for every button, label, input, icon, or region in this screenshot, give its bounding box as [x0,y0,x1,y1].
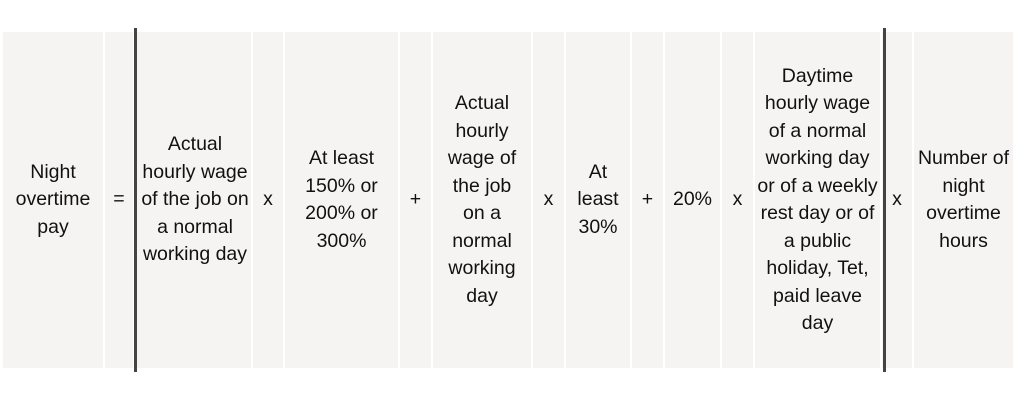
divider-right [883,28,886,372]
overtime-formula-table: Night overtime pay = Actual hourly wage … [3,32,1013,368]
cell-text: + [409,188,422,211]
cell-text: x [892,188,902,211]
operator-plus: + [632,32,663,368]
cell-text: Actual hourly wage of the job on a norma… [141,133,249,266]
term-20-percent: 20% [665,32,720,368]
term-night-overtime-hours: Number of night overtime hours [914,32,1013,368]
cell-text: Actual hourly wage of the job on a norma… [447,92,517,307]
cell-text: x [543,188,554,211]
term-actual-hourly-wage-2: Actual hourly wage of the job on a norma… [433,32,531,368]
cell-text: At least 150% or 200% or 300% [305,147,378,252]
cell-text: At least 30% [577,160,619,238]
term-night-overtime-pay: Night overtime pay [3,32,103,368]
cell-text: = [113,188,125,211]
operator-plus: + [400,32,431,368]
divider-left [134,28,137,372]
operator-multiply: x [882,32,912,368]
cell-text: Night overtime pay [15,160,91,238]
term-night-rate: At least 30% [566,32,630,368]
cell-text: + [641,188,654,211]
term-overtime-rate: At least 150% or 200% or 300% [285,32,398,368]
cell-text: 20% [672,188,713,211]
term-daytime-hourly-wage: Daytime hourly wage of a normal working … [755,32,880,368]
operator-multiply: x [533,32,564,368]
operator-multiply: x [253,32,283,368]
operator-multiply: x [722,32,753,368]
operator-equals: = [105,32,133,368]
cell-text: x [732,188,743,211]
term-actual-hourly-wage: Actual hourly wage of the job on a norma… [135,32,251,368]
cell-text: Daytime hourly wage of a normal working … [757,64,878,335]
cell-text: Number of night overtime hours [917,147,1010,252]
cell-text: x [263,188,273,211]
